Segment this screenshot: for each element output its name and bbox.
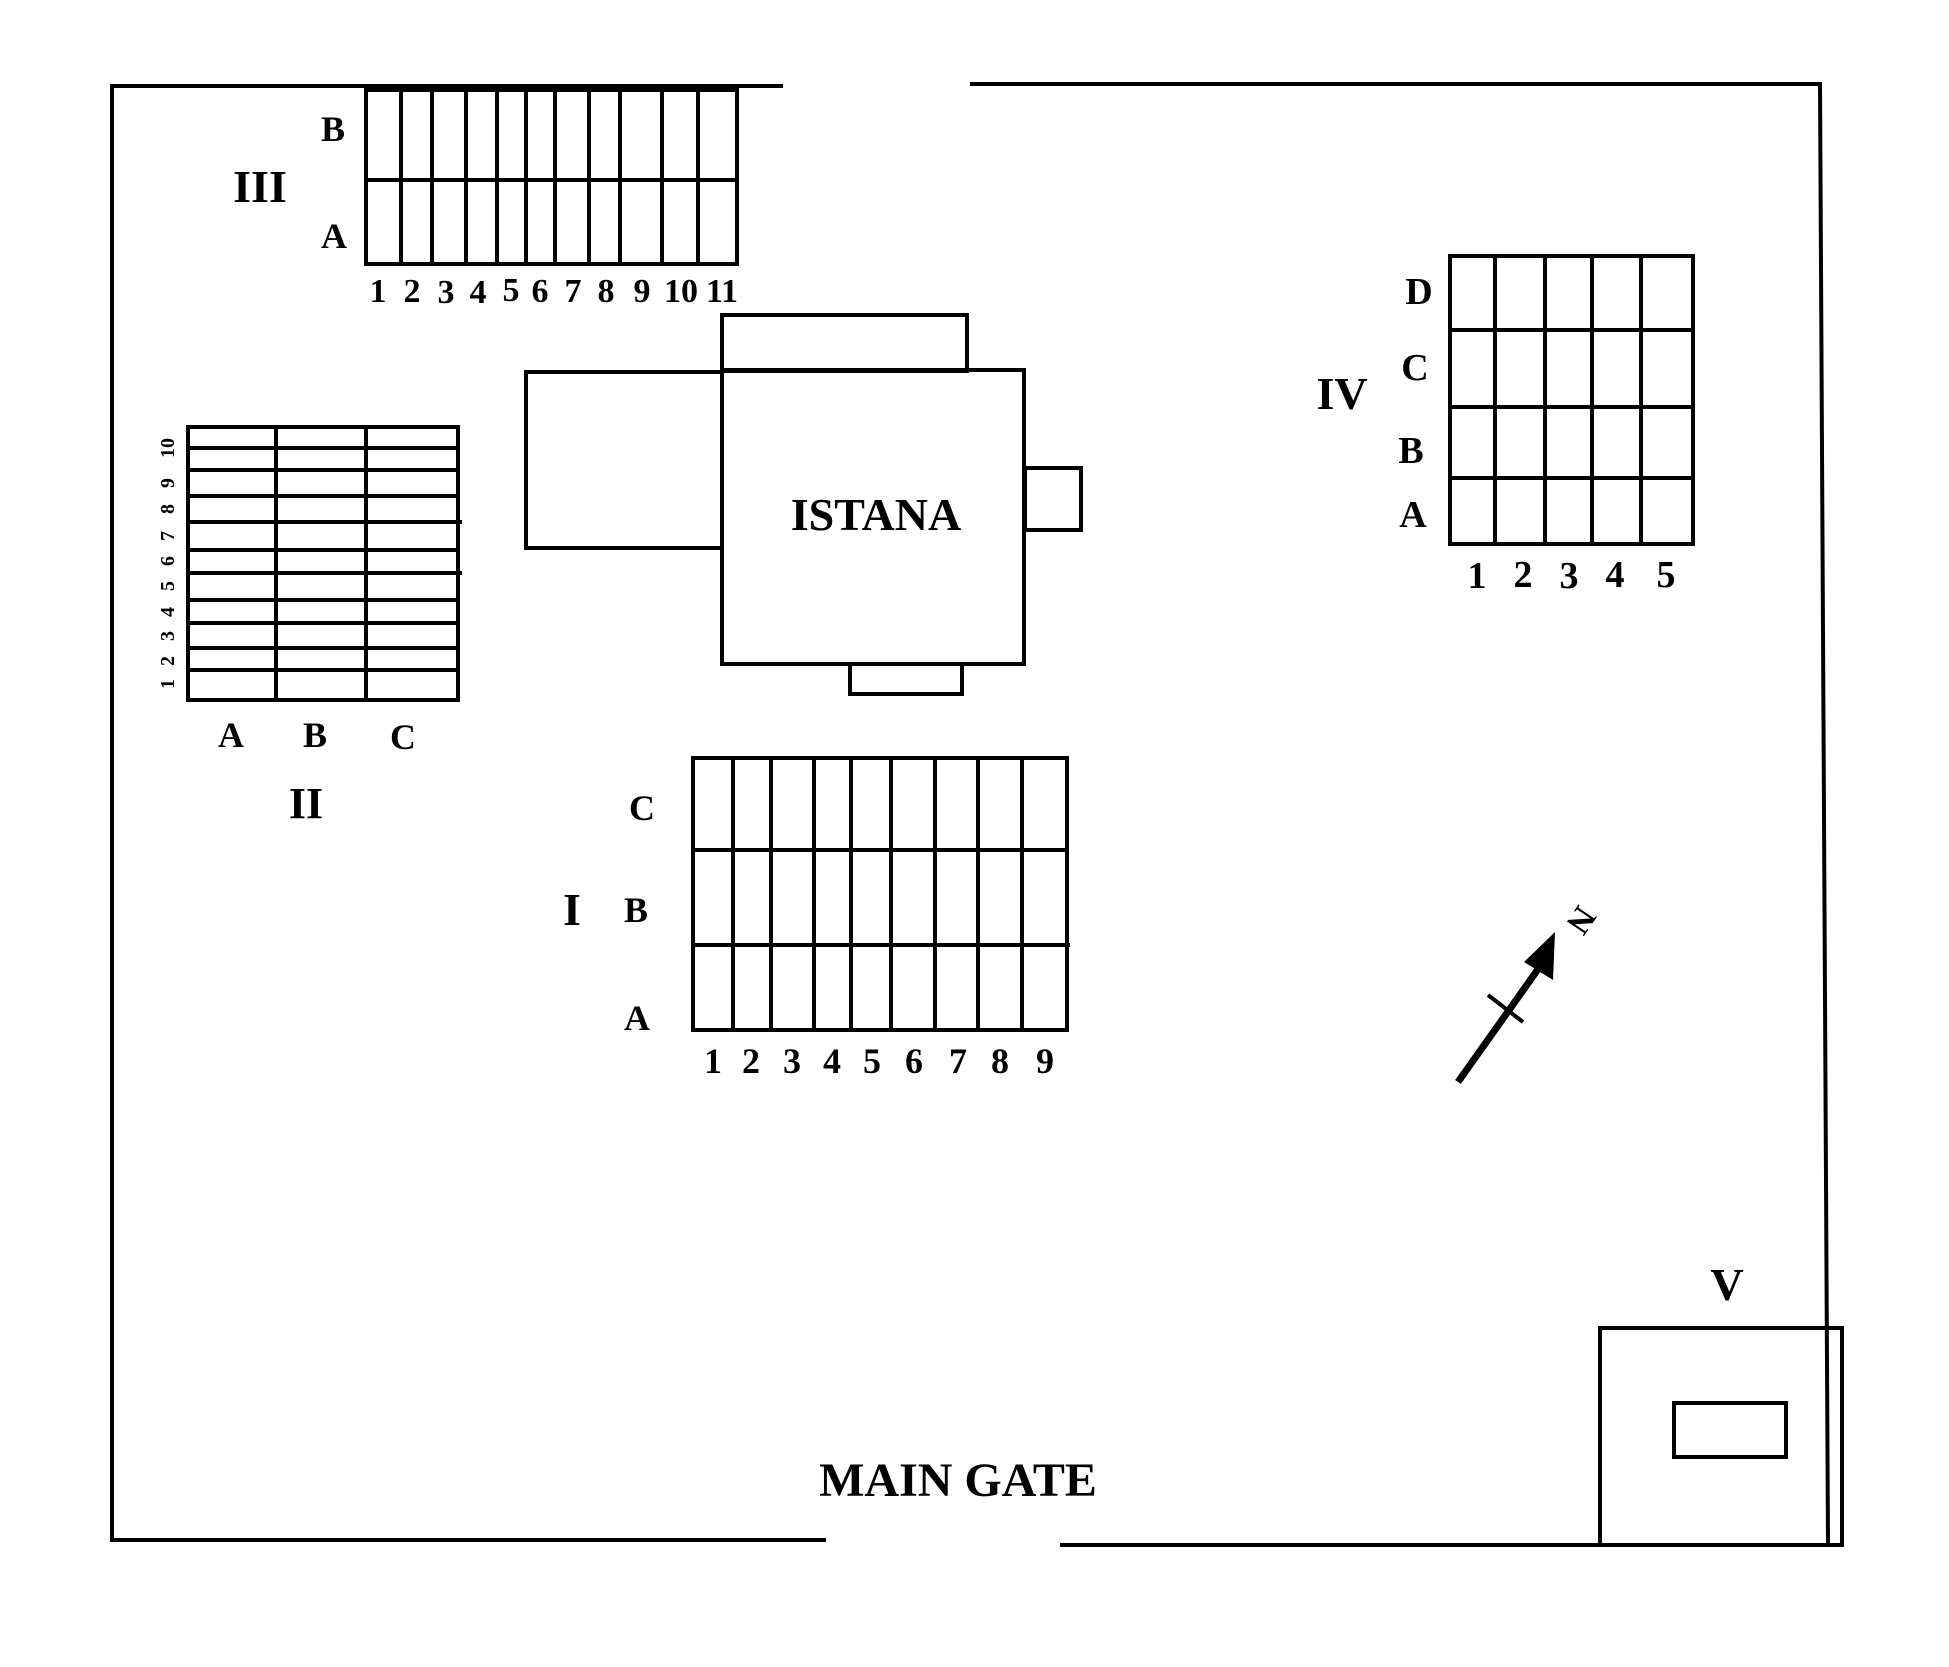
grid-2-row-label: 2 xyxy=(157,656,179,666)
grid-1-col-label: 5 xyxy=(863,1041,881,1081)
grid-1-row-label: C xyxy=(629,788,655,828)
grid-4-row-label: C xyxy=(1401,347,1428,389)
grid-4-col-label: 3 xyxy=(1560,555,1579,597)
section-2-label: II xyxy=(289,779,323,828)
grid-1-col-label: 1 xyxy=(704,1041,722,1081)
north-arrow-shaft xyxy=(1455,962,1544,1085)
istana-south-porch xyxy=(848,662,964,696)
main-gate-label: MAIN GATE xyxy=(819,1454,1097,1507)
grid-2-row-label: 10 xyxy=(157,438,179,458)
section-5-outline xyxy=(1598,1326,1844,1547)
grid-3-col-label: 10 xyxy=(664,273,698,310)
grid-3-col-label: 5 xyxy=(503,272,520,309)
north-arrow: N xyxy=(1455,899,1603,1085)
section-5-label: V xyxy=(1710,1259,1743,1310)
grid-3-col-label: 1 xyxy=(370,273,387,310)
perimeter-wall xyxy=(110,82,1831,1547)
north-arrow-head xyxy=(1524,932,1555,980)
grid-2-col-label: B xyxy=(303,715,327,755)
grid-2-row-label: 1 xyxy=(157,679,179,689)
grid-3-row-label: B xyxy=(321,109,345,149)
grid-2-row-label: 3 xyxy=(157,631,179,641)
grid-3-col-label: 4 xyxy=(470,274,487,311)
grid-1-row-label: B xyxy=(624,890,648,930)
grid-3-col-label: 2 xyxy=(404,273,421,310)
grid-1-row-label: A xyxy=(624,998,650,1038)
north-label: N xyxy=(1558,899,1603,940)
istana-north-wing xyxy=(720,313,969,373)
grid-3-col-label: 11 xyxy=(706,273,738,310)
grid-3-col-label: 9 xyxy=(634,273,651,310)
grid-section-1 xyxy=(691,756,1070,1032)
grid-4-outline xyxy=(1448,254,1695,546)
grid-2-col-label: A xyxy=(218,715,244,755)
section-3-label: III xyxy=(233,161,287,212)
istana-building: ISTANA xyxy=(524,313,1083,696)
grid-1-col-label: 9 xyxy=(1036,1041,1054,1081)
grid-3-col-label: 3 xyxy=(438,274,455,311)
grid-3-col-label: 6 xyxy=(532,273,549,310)
grid-1-col-label: 3 xyxy=(783,1041,801,1081)
grid-4-col-label: 5 xyxy=(1657,554,1676,596)
section-1-label: I xyxy=(563,884,581,935)
grid-1-col-label: 4 xyxy=(823,1041,841,1081)
wall-east-segment xyxy=(970,82,1831,1547)
grid-4-row-label: D xyxy=(1405,271,1432,313)
grid-section-3 xyxy=(364,88,739,266)
grid-1-col-label: 7 xyxy=(949,1041,967,1081)
section-5-building xyxy=(1598,1326,1844,1547)
grid-4-col-label: 1 xyxy=(1468,555,1487,597)
grid-1-col-label: 6 xyxy=(905,1041,923,1081)
grid-2-col-label: C xyxy=(390,717,416,757)
grid-2-row-label: 8 xyxy=(157,504,179,514)
grid-2-row-label: 7 xyxy=(157,531,179,541)
section-4-label: IV xyxy=(1316,368,1367,419)
grid-3-col-label: 8 xyxy=(598,273,615,310)
grid-4-row-label: B xyxy=(1398,430,1423,472)
grid-section-4 xyxy=(1448,254,1695,546)
grid-1-col-label: 2 xyxy=(742,1041,760,1081)
grid-2-row-label: 6 xyxy=(157,556,179,566)
grid-3-row-label: A xyxy=(321,216,347,256)
section-5-inner-structure xyxy=(1672,1401,1788,1459)
grid-1-col-label: 8 xyxy=(991,1041,1009,1081)
istana-west-wing xyxy=(524,370,724,550)
grid-2-outline xyxy=(186,425,460,702)
grid-section-2 xyxy=(186,425,462,702)
grid-2-row-label: 9 xyxy=(157,478,179,488)
north-arrow-tick xyxy=(1486,993,1525,1024)
istana-label: ISTANA xyxy=(791,489,961,540)
wall-west-segment xyxy=(110,84,826,1542)
grid-2-row-label: 5 xyxy=(157,581,179,591)
grid-2-row-label: 4 xyxy=(157,607,179,617)
istana-east-annex xyxy=(1023,466,1083,532)
grid-3-outline xyxy=(364,88,739,266)
grid-4-row-label: A xyxy=(1399,494,1427,536)
grid-1-outline xyxy=(691,756,1069,1032)
grid-4-col-label: 4 xyxy=(1606,554,1625,596)
grid-3-col-label: 7 xyxy=(565,273,582,310)
grid-4-col-label: 2 xyxy=(1514,554,1533,596)
